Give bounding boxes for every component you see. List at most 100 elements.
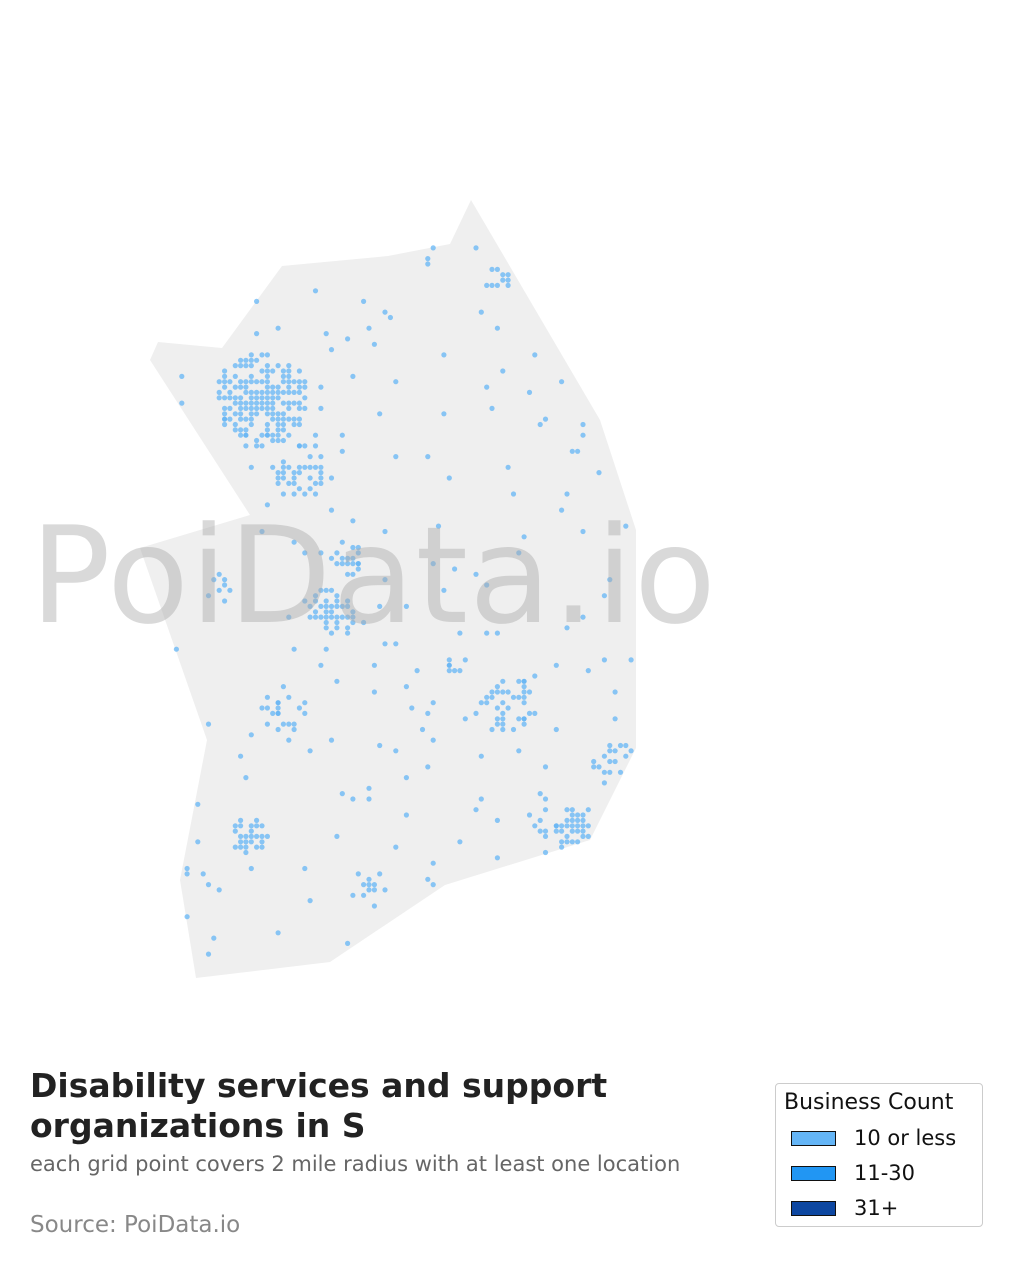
grid-dot xyxy=(222,405,228,411)
grid-dot xyxy=(312,432,319,438)
legend-swatch xyxy=(791,1165,836,1181)
grid-dot xyxy=(238,432,244,438)
grid-dot xyxy=(494,705,500,711)
grid-dot xyxy=(473,571,479,577)
grid-dot xyxy=(628,748,634,754)
grid-dot xyxy=(243,389,249,395)
grid-dot xyxy=(334,833,340,840)
chart-subtitle: each grid point covers 2 mile radius wit… xyxy=(30,1152,681,1176)
grid-dot xyxy=(291,646,297,652)
grid-dot xyxy=(403,603,409,610)
legend-label: 11-30 xyxy=(854,1161,916,1185)
grid-dot xyxy=(457,668,463,674)
grid-dot xyxy=(612,748,618,754)
grid-dot xyxy=(345,598,351,604)
grid-dot xyxy=(345,603,351,610)
grid-dot xyxy=(328,507,335,513)
grid-dot xyxy=(414,668,420,674)
grid-dot xyxy=(259,368,265,374)
grid-dot xyxy=(280,437,286,444)
grid-dot xyxy=(559,507,565,513)
grid-dot xyxy=(248,400,254,406)
grid-dot xyxy=(195,839,201,845)
grid-dot xyxy=(526,689,533,695)
grid-dot xyxy=(516,716,522,722)
grid-dot xyxy=(307,898,313,904)
grid-dot xyxy=(569,812,575,818)
grid-dot xyxy=(216,379,222,385)
grid-dot xyxy=(403,775,409,781)
grid-dot xyxy=(179,373,185,379)
grid-dot xyxy=(494,721,500,727)
grid-dot xyxy=(612,716,618,722)
grid-dot xyxy=(280,470,286,476)
grid-dot xyxy=(227,405,233,411)
grid-dot xyxy=(371,341,377,347)
grid-dot xyxy=(334,614,340,620)
grid-dot xyxy=(355,561,361,567)
grid-dot xyxy=(248,828,254,834)
grid-dot xyxy=(452,566,458,572)
grid-dot xyxy=(425,261,431,267)
grid-dot xyxy=(280,459,286,465)
grid-dot xyxy=(334,593,340,599)
grid-dot xyxy=(505,272,511,278)
grid-dot xyxy=(259,395,265,401)
grid-dot xyxy=(575,823,581,829)
grid-dot xyxy=(296,384,302,390)
grid-dot xyxy=(521,689,527,695)
grid-dot xyxy=(339,448,345,454)
grid-dot xyxy=(270,464,276,470)
grid-dot xyxy=(302,598,308,604)
grid-dot xyxy=(580,817,586,824)
grid-dot xyxy=(232,427,238,433)
grid-dot xyxy=(248,379,254,385)
grid-dot xyxy=(264,352,270,358)
grid-dot xyxy=(222,598,228,604)
grid-dot xyxy=(200,871,206,877)
grid-dot xyxy=(243,400,249,406)
grid-dot xyxy=(243,384,249,390)
grid-dot xyxy=(617,769,624,775)
grid-dot xyxy=(452,668,458,674)
grid-dot xyxy=(318,550,324,556)
grid-dot xyxy=(232,400,238,406)
grid-dot xyxy=(232,844,238,850)
grid-dot xyxy=(371,689,377,695)
grid-dot xyxy=(334,550,340,556)
grid-dot xyxy=(350,518,356,524)
grid-dot xyxy=(248,865,254,872)
grid-dot xyxy=(377,603,383,610)
grid-dot xyxy=(312,288,319,294)
grid-dot xyxy=(478,700,484,706)
grid-dot xyxy=(612,758,618,765)
grid-dot xyxy=(500,689,506,695)
grid-dot xyxy=(494,817,500,824)
grid-dot xyxy=(222,416,228,422)
grid-dot xyxy=(248,833,254,840)
grid-dot xyxy=(222,411,228,417)
grid-dot xyxy=(248,464,254,470)
grid-dot xyxy=(323,609,329,615)
grid-dot xyxy=(227,416,233,422)
grid-dot xyxy=(259,823,265,829)
grid-dot xyxy=(446,657,452,663)
grid-dot xyxy=(307,464,313,470)
grid-dot xyxy=(419,726,426,733)
grid-dot xyxy=(350,614,356,620)
grid-dot xyxy=(318,480,324,486)
grid-dot xyxy=(580,828,586,834)
grid-dot xyxy=(195,801,201,807)
grid-dot xyxy=(345,336,351,342)
grid-dot xyxy=(494,855,500,861)
grid-dot xyxy=(312,464,319,470)
grid-dot xyxy=(446,662,452,668)
grid-dot xyxy=(505,464,511,470)
grid-dot xyxy=(345,614,351,620)
legend-item-high: 31+ xyxy=(791,1196,898,1220)
grid-dot xyxy=(280,684,286,690)
grid-dot xyxy=(275,411,281,417)
grid-dot xyxy=(264,421,270,428)
grid-dot xyxy=(275,421,281,428)
grid-dot xyxy=(435,523,442,529)
